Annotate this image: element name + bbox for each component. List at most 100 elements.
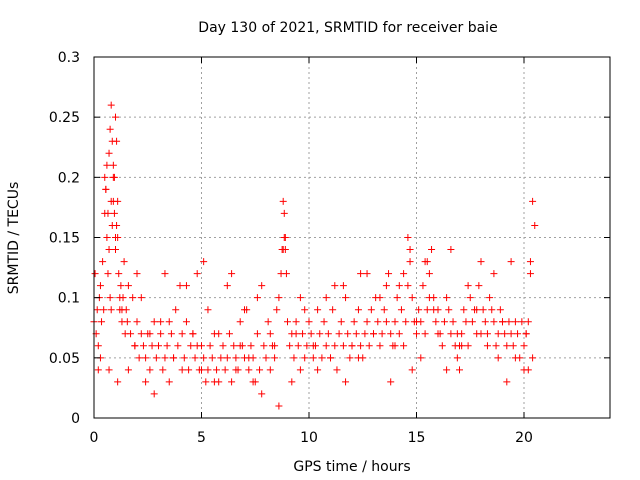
data-point — [387, 330, 395, 338]
data-point — [361, 330, 369, 338]
data-point — [114, 378, 122, 386]
x-axis-label: GPS time / hours — [293, 459, 410, 475]
data-point — [280, 234, 288, 241]
data-point — [146, 330, 154, 338]
data-point — [100, 306, 108, 314]
data-point — [490, 270, 498, 278]
data-point — [159, 366, 167, 374]
data-point — [260, 342, 268, 350]
data-point — [191, 354, 199, 362]
data-point — [370, 330, 377, 338]
data-point — [303, 342, 311, 350]
data-point — [357, 270, 365, 278]
data-point — [423, 306, 431, 314]
data-point — [408, 366, 416, 374]
x-tick-label: 10 — [300, 430, 318, 446]
data-point — [174, 342, 182, 350]
data-point — [290, 354, 298, 362]
data-point — [428, 246, 436, 254]
data-point — [266, 330, 274, 338]
data-point — [94, 366, 102, 374]
data-point — [189, 330, 197, 338]
data-point — [445, 306, 453, 314]
data-point — [105, 149, 113, 157]
data-point — [385, 270, 393, 278]
data-point — [225, 330, 233, 338]
data-point — [464, 342, 472, 350]
data-point — [327, 354, 334, 362]
data-point — [425, 270, 433, 278]
data-point — [496, 306, 504, 314]
data-point — [102, 185, 110, 193]
data-point — [127, 330, 135, 338]
data-point — [275, 402, 283, 410]
data-point — [322, 294, 330, 302]
data-point — [397, 306, 405, 314]
data-point — [210, 378, 218, 386]
data-point — [413, 318, 420, 326]
data-point — [522, 330, 530, 338]
data-point — [320, 318, 328, 326]
data-point — [262, 354, 270, 362]
data-point — [256, 366, 264, 374]
data-point — [106, 125, 114, 133]
data-point — [107, 101, 115, 109]
data-point — [391, 342, 399, 350]
data-point — [105, 366, 113, 374]
data-point — [93, 306, 101, 314]
data-point — [453, 330, 461, 338]
data-point — [402, 318, 410, 326]
data-point — [499, 318, 506, 326]
data-point — [339, 282, 347, 290]
data-point — [404, 282, 412, 290]
plot-frame — [93, 56, 611, 419]
data-point — [137, 294, 145, 302]
y-tick-label: 0.2 — [58, 170, 80, 186]
data-point — [266, 366, 274, 374]
data-point — [219, 342, 227, 350]
data-point — [417, 354, 425, 362]
data-point — [314, 366, 322, 374]
data-point — [447, 246, 455, 254]
data-point — [284, 318, 291, 326]
data-point — [378, 330, 386, 338]
x-tick-labels: 0 5 10 15 20 — [90, 430, 533, 446]
data-point — [148, 342, 156, 350]
data-point — [245, 354, 253, 362]
data-point — [124, 282, 132, 290]
data-point — [322, 342, 330, 350]
data-point — [178, 330, 186, 338]
data-point — [529, 354, 537, 362]
data-point — [118, 306, 126, 314]
data-point — [483, 330, 491, 338]
data-point — [223, 282, 231, 290]
data-point — [150, 390, 158, 398]
data-point — [430, 306, 438, 314]
data-point — [509, 342, 517, 350]
x-tick-label: 5 — [197, 430, 206, 446]
data-point — [348, 342, 356, 350]
data-point — [155, 342, 162, 350]
data-point — [456, 342, 463, 350]
data-point — [228, 270, 236, 278]
data-point — [163, 342, 171, 350]
data-point — [507, 330, 515, 338]
data-point — [133, 318, 141, 326]
y-tick-label: 0 — [71, 411, 80, 427]
data-point — [271, 354, 279, 362]
data-point — [367, 306, 375, 314]
data-point — [449, 318, 457, 326]
data-point — [406, 258, 414, 266]
data-point — [180, 354, 188, 362]
data-point — [204, 366, 212, 374]
data-point — [178, 366, 186, 374]
data-point — [419, 282, 427, 290]
data-point — [342, 378, 350, 386]
data-point — [309, 354, 317, 362]
data-point — [374, 318, 382, 326]
data-point — [223, 354, 231, 362]
data-point — [526, 258, 534, 266]
data-point — [187, 342, 195, 350]
data-point — [305, 318, 313, 326]
data-point — [503, 342, 511, 350]
